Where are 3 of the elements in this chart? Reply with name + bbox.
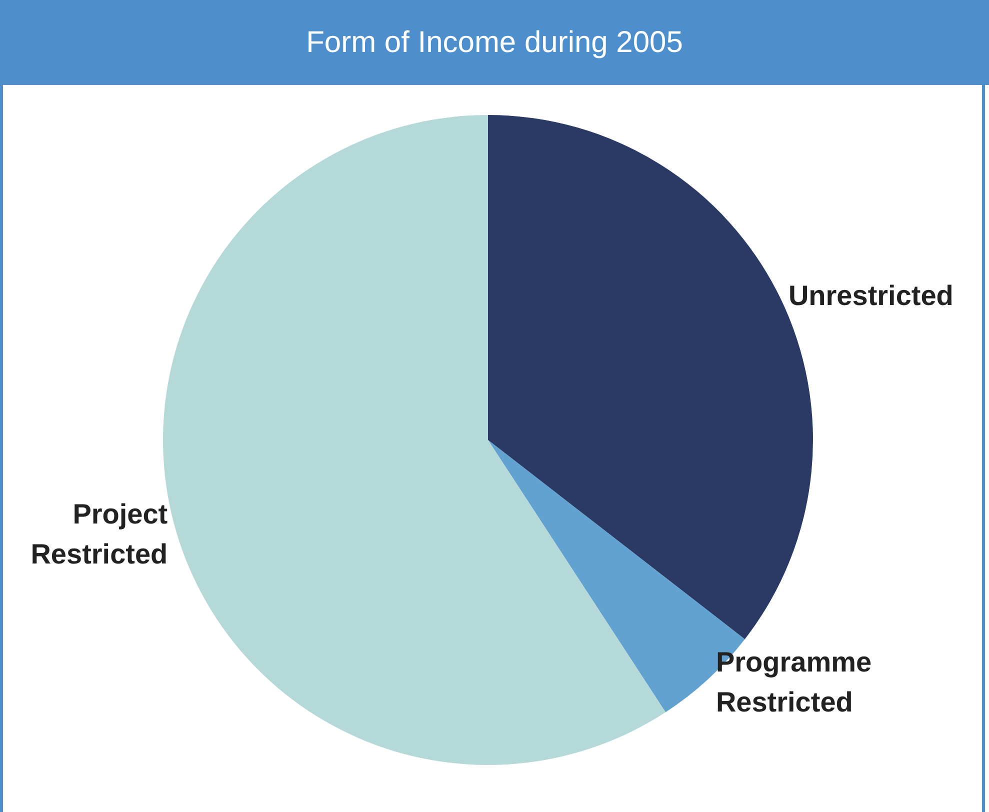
- slice-label: Unrestricted: [788, 280, 954, 311]
- chart-title: Form of Income during 2005: [0, 0, 989, 85]
- slice-label: Project Restricted: [30, 498, 168, 570]
